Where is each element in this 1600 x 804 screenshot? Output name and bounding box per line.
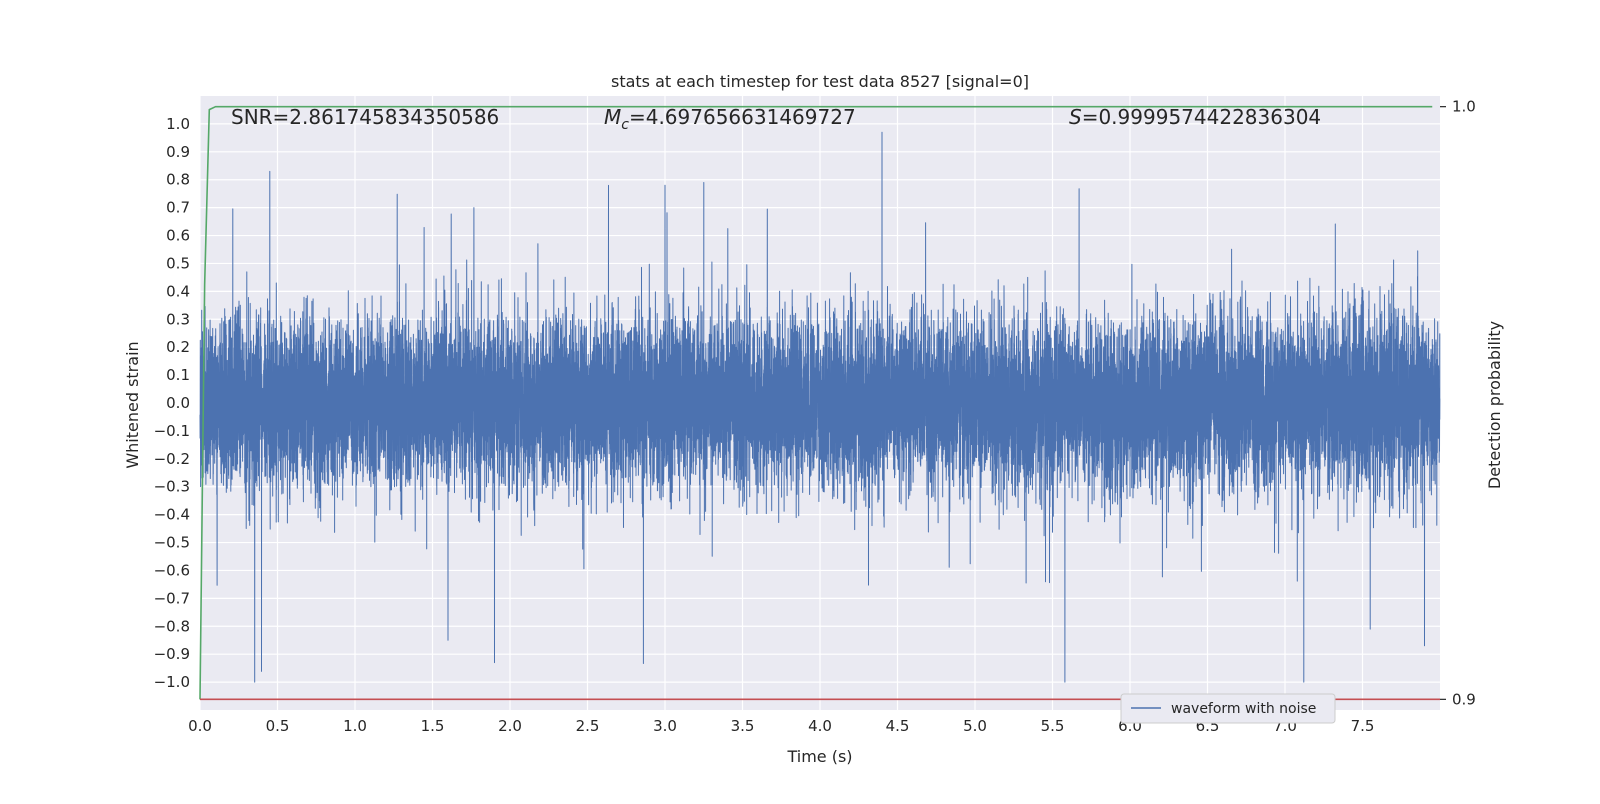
chirp-mass-symbol: M <box>604 105 621 129</box>
y-tick-label: 0.6 <box>166 227 190 245</box>
y-tick-label: −0.7 <box>154 589 190 607</box>
y-tick-label: 0.9 <box>166 143 190 161</box>
x-tick-label: 5.5 <box>1041 717 1065 735</box>
y-tick-label: −0.4 <box>154 506 190 524</box>
x-tick-label: 7.5 <box>1351 717 1375 735</box>
y-tick-label: 0.4 <box>166 282 190 300</box>
y-tick-label: 0.3 <box>166 310 190 328</box>
x-tick-label: 0.5 <box>266 717 290 735</box>
y-tick-label: −0.1 <box>154 422 190 440</box>
y-tick-label: −1.0 <box>154 673 190 691</box>
y-tick-label: 0.7 <box>166 199 190 217</box>
detection-stat-value: =0.9999574422836304 <box>1082 105 1321 129</box>
x-tick-label: 0.0 <box>188 717 212 735</box>
y2-axis-label: Detection probability <box>1485 321 1504 489</box>
chirp-mass-value: =4.697656631469727 <box>629 105 856 129</box>
y-tick-label: 0.1 <box>166 366 190 384</box>
series-line-0 <box>199 131 1441 683</box>
chirp-mass-annotation: Mc=4.697656631469727 <box>604 105 856 133</box>
legend: waveform with noise <box>1120 693 1336 724</box>
x-tick-label: 2.5 <box>576 717 600 735</box>
y-tick-label: −0.2 <box>154 450 190 468</box>
x-axis-label: Time (s) <box>786 747 852 766</box>
legend-label-waveform: waveform with noise <box>1171 701 1316 717</box>
x-tick-label: 2.0 <box>498 717 522 735</box>
y-tick-label: 0.8 <box>166 171 190 189</box>
y2-tick-label: 1.0 <box>1452 98 1476 116</box>
y2-tick-label: 0.9 <box>1452 690 1476 708</box>
x-tick-label: 1.0 <box>343 717 367 735</box>
detection-stat-symbol: S <box>1069 105 1082 129</box>
y-tick-label: −0.3 <box>154 478 190 496</box>
x-tick-label: 5.0 <box>963 717 987 735</box>
x-tick-label: 4.0 <box>808 717 832 735</box>
detection-stat-annotation: S=0.9999574422836304 <box>1069 105 1321 129</box>
x-tick-label: 3.0 <box>653 717 677 735</box>
chart-title: stats at each timestep for test data 852… <box>611 72 1029 91</box>
legend-box <box>1120 693 1336 724</box>
y-tick-label: −0.8 <box>154 617 190 635</box>
y-tick-label: −0.5 <box>154 534 190 552</box>
x-tick-label: 3.5 <box>731 717 755 735</box>
y-tick-label: 1.0 <box>166 115 190 133</box>
x-tick-label: 4.5 <box>886 717 910 735</box>
y-tick-label: −0.6 <box>154 561 190 579</box>
y-tick-label: 0.5 <box>166 254 190 272</box>
series-line-1 <box>199 105 1433 700</box>
y-axis-label: Whitened strain <box>123 341 142 468</box>
y-tick-label: −0.9 <box>154 645 190 663</box>
chirp-mass-subscript: c <box>621 117 629 133</box>
y-tick-label: 0.0 <box>166 394 190 412</box>
x-tick-label: 1.5 <box>421 717 445 735</box>
ticks: 0.0 0.5 1.0 1.5 2.0 2.5 3.0 3.5 4.0 4.5 5.0 5.5 6.0 6… <box>154 98 1476 735</box>
snr-annotation: SNR=2.861745834350586 <box>231 105 499 129</box>
y-tick-label: 0.2 <box>166 338 190 356</box>
